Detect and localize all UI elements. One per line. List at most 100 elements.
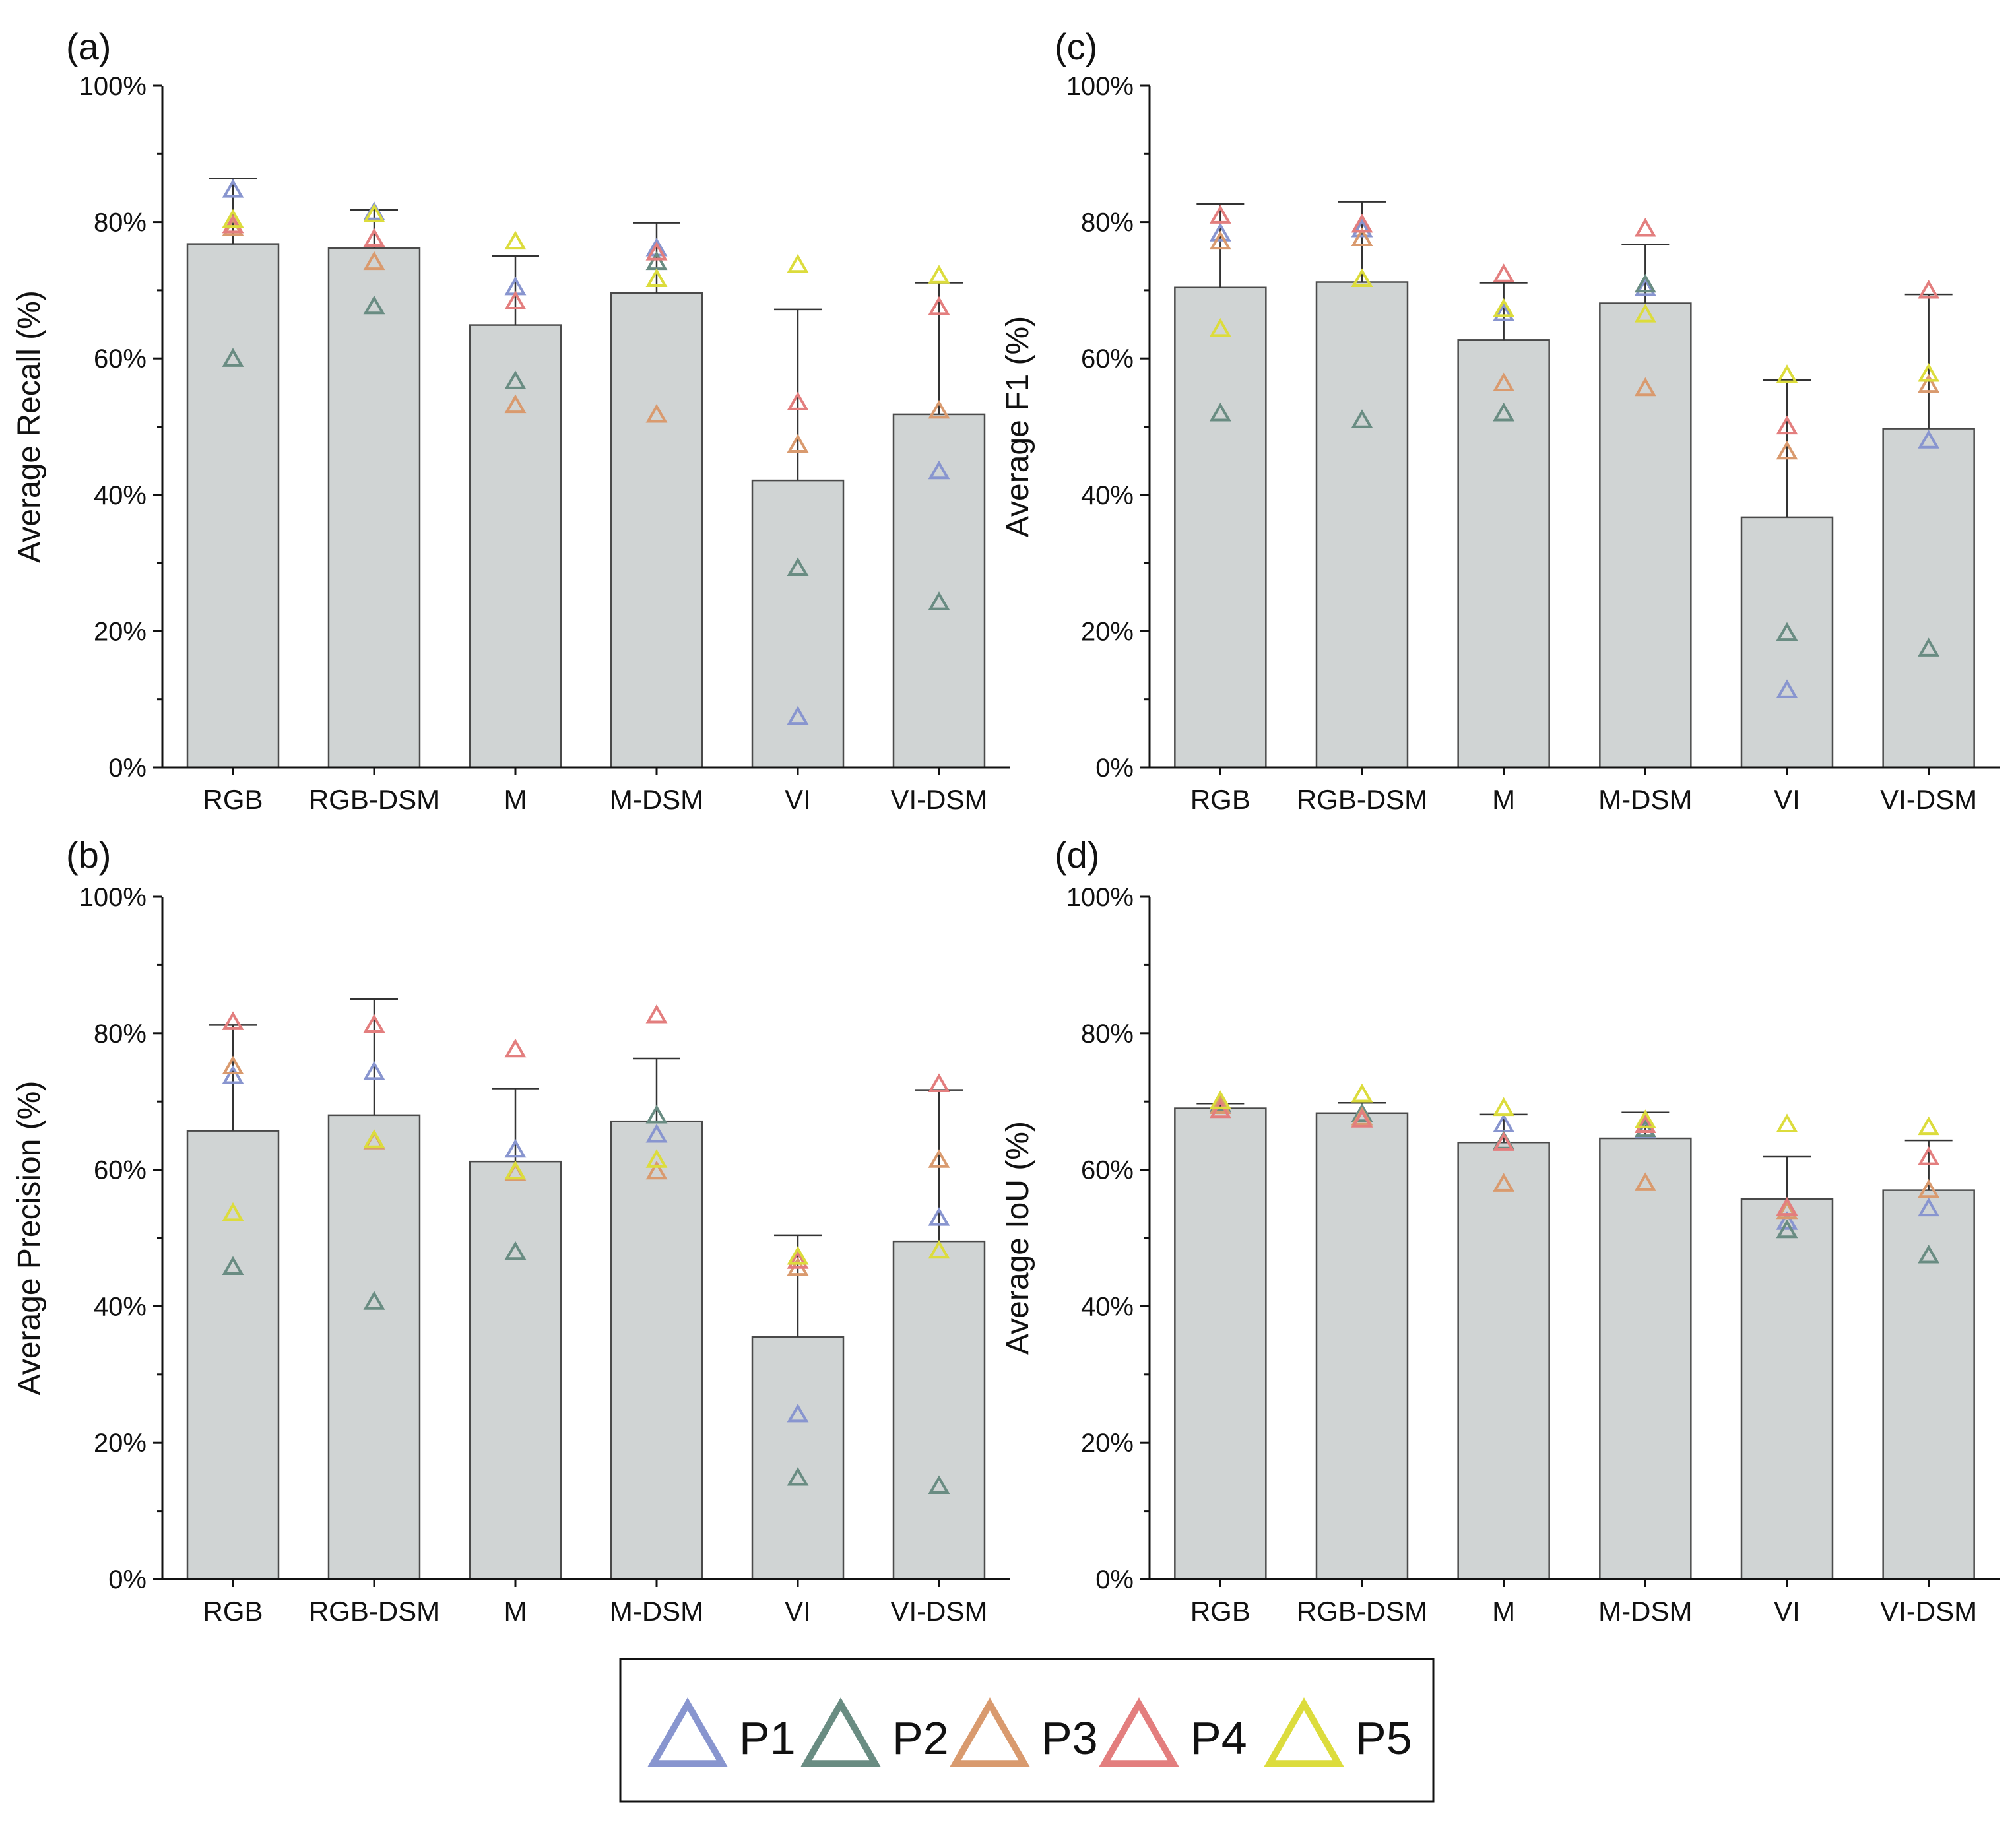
marker-P3-VI-DSM [928,1149,950,1168]
marker-P5-M-DSM [645,1149,668,1168]
y-tick-label: 60% [94,344,146,374]
y-axis-label: Average Recall (%) [12,290,47,563]
marker-P2-VI-DSM [928,591,950,610]
y-tick-label: 80% [1081,1020,1134,1049]
marker-P5-VI [787,253,809,273]
marker-P4-RGB-DSM [1351,1109,1373,1128]
marker-P4-M-DSM [645,1004,668,1024]
x-tick-label: VI [785,1596,811,1627]
x-tick-label: VI-DSM [1880,1596,1977,1627]
y-tick-label: 60% [1081,344,1134,374]
marker-P5-VI-DSM [1918,363,1940,382]
y-tick-label: 0% [108,754,146,783]
y-tick-label: 20% [94,617,146,646]
marker-P2-VI [1776,1219,1798,1239]
marker-P2-VI [787,557,809,576]
bar-RGB [1174,286,1267,769]
bar-VI [751,479,845,769]
x-tick-label: M [1492,1596,1515,1627]
x-tick-label: M-DSM [1598,784,1692,815]
y-tick-label: 20% [1081,1429,1134,1458]
marker-P1-VI-DSM [928,460,950,480]
marker-P3-RGB-DSM [1351,227,1373,246]
marker-P1-VI [1776,679,1798,698]
legend: P1 P2 P3 P4 P5 [619,1658,1435,1803]
marker-P5-M [1493,1097,1515,1117]
marker-P3-VI-DSM [1918,374,1940,393]
bar-RGB-DSM [1315,281,1409,769]
x-tick-label: M-DSM [610,1596,703,1627]
y-tick-label: 80% [1081,209,1134,238]
bar-RGB [186,1130,280,1580]
bar-VI-DSM [1882,428,1975,769]
marker-P5-RGB [1209,317,1231,337]
marker-P4-VI-DSM [928,1073,950,1092]
marker-P4-RGB [1209,1099,1231,1119]
marker-P4-RGB-DSM [363,228,385,247]
marker-P3-RGB [1209,1095,1231,1115]
marker-P4-M [504,290,527,310]
x-tick-label: RGB-DSM [309,1596,439,1627]
marker-P5-RGB-DSM [1351,268,1373,287]
legend-marker-P3 [950,1697,1030,1767]
bar-M [469,324,562,769]
marker-P5-RGB [222,209,244,228]
marker-P5-RGB-DSM [363,1129,385,1148]
y-tick-label: 0% [1095,1565,1134,1594]
y-tick-label: 100% [79,883,146,912]
legend-label-P2: P2 [892,1712,949,1764]
marker-P1-RGB-DSM [363,1060,385,1080]
marker-P2-RGB-DSM [1351,1103,1373,1122]
marker-P5-VI-DSM [1918,1116,1940,1136]
marker-P5-RGB [222,1202,244,1221]
y-tick-label: 20% [1081,617,1134,646]
marker-P2-RGB [1209,402,1231,422]
marker-P1-RGB [222,179,244,198]
bar-VI [1740,516,1834,769]
bar-VI-DSM [892,1240,986,1580]
marker-P3-M-DSM [1634,1172,1656,1191]
marker-P5-VI [1776,364,1798,383]
x-tick-label: VI-DSM [891,1596,988,1627]
y-tick-label: 60% [1081,1156,1134,1185]
marker-P4-VI-DSM [1918,1146,1940,1165]
legend-marker-P1 [647,1697,728,1767]
y-tick-label: 100% [1066,883,1134,912]
marker-P4-VI [1776,415,1798,435]
x-tick-label: M [1492,784,1515,815]
marker-P1-VI [1776,1211,1798,1230]
marker-P3-VI [787,434,809,453]
marker-P3-RGB [1209,230,1231,250]
x-tick-label: M-DSM [1598,1596,1692,1627]
x-tick-label: VI-DSM [891,784,988,815]
marker-P5-VI [1776,1113,1798,1132]
marker-P3-M-DSM [645,404,668,423]
y-tick-label: 40% [1081,481,1134,510]
marker-P5-M [1493,298,1515,317]
marker-P2-M-DSM [1634,273,1656,293]
marker-P5-RGB-DSM [363,203,385,222]
y-tick-label: 100% [1066,72,1134,101]
bar-RGB-DSM [1315,1112,1409,1580]
marker-P5-M-DSM [645,268,668,287]
marker-P1-VI-DSM [1918,1197,1940,1217]
marker-P1-RGB [1209,222,1231,242]
legend-marker-P2 [800,1697,881,1767]
marker-P2-VI [787,1467,809,1486]
marker-P4-RGB-DSM [1351,213,1373,233]
marker-P4-M [504,1038,527,1058]
bar-M-DSM [1599,302,1692,769]
legend-marker-P5 [1264,1697,1344,1767]
chart-panel-d: 0% 20% 40% 60% 80% 100% RGB RGB-DSM M M-DSM VI VI-D… [1000,834,2000,1627]
marker-P5-M [504,230,527,250]
x-tick-label: RGB [1190,1596,1251,1627]
marker-P3-M [504,394,527,414]
legend-label-P4: P4 [1190,1712,1247,1764]
x-tick-label: RGB [1190,784,1251,815]
marker-P2-VI-DSM [1918,1244,1940,1264]
marker-P4-M-DSM [645,242,668,261]
chart-panel-c: 0% 20% 40% 60% 80% 100% RGB RGB-DSM M M-DSM VI VI-D… [1000,26,2000,815]
chart-panel-a: 0% 20% 40% 60% 80% 100% RGB RGB-DSM M M-DSM VI VI-D… [12,26,1010,815]
marker-P2-VI-DSM [928,1475,950,1494]
marker-P5-RGB [1209,1090,1231,1109]
